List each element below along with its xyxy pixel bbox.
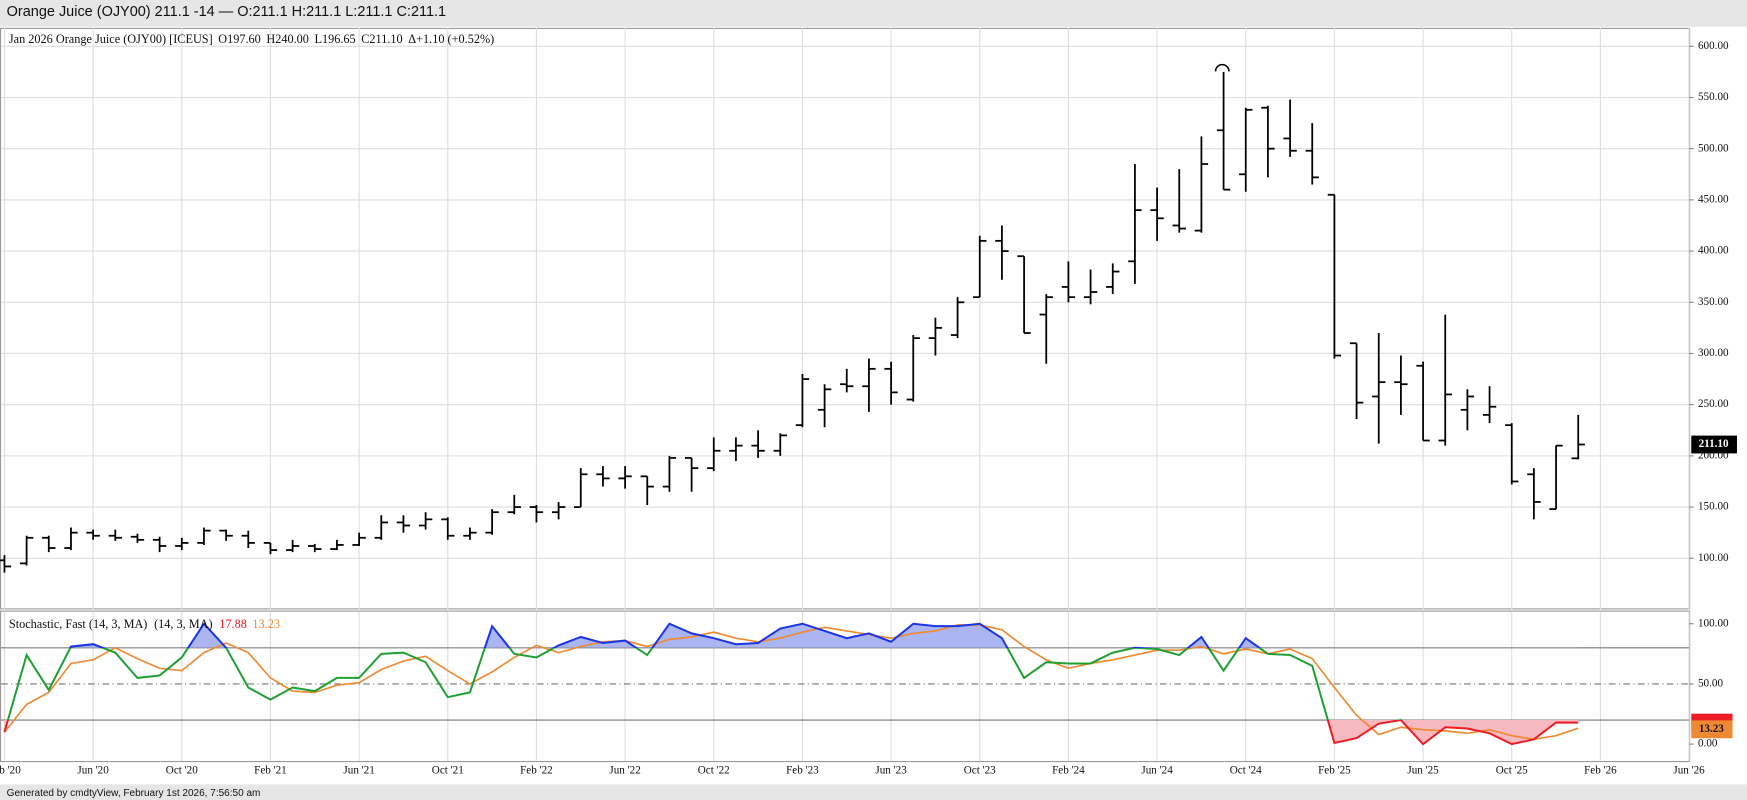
stochastic-title: Stochastic, Fast (14, 3, MA) xyxy=(9,617,147,631)
stochastic-subtitle: (14, 3, MA) xyxy=(154,617,213,631)
stochastic-d-line xyxy=(3,624,1579,741)
chart-area xyxy=(0,26,1747,785)
x-tick-label: Jun '25 xyxy=(1407,765,1439,777)
x-tick-label: Jun '24 xyxy=(1141,765,1173,777)
stochastic-legend: Stochastic, Fast (14, 3, MA) (14, 3, MA) 1… xyxy=(9,617,280,631)
x-tick-label: Oct '20 xyxy=(166,765,198,777)
x-tick-label: Oct '23 xyxy=(964,765,996,777)
y-tick-label: 600.00 xyxy=(1698,40,1729,52)
x-tick-label: Feb '22 xyxy=(520,765,553,777)
x-tick-label: Oct '22 xyxy=(698,765,730,777)
y-tick-label: 100.00 xyxy=(1698,552,1729,564)
d-tag-label: 13.23 xyxy=(1699,723,1724,735)
legend-title: Jan 2026 Orange Juice (OJY00) [ICEUS] xyxy=(9,32,213,46)
price-tag-label: 211.10 xyxy=(1699,438,1729,450)
x-tick-label: Feb '21 xyxy=(254,765,287,777)
x-tick-label: Jun '20 xyxy=(77,765,109,777)
y-tick-label: 500.00 xyxy=(1698,142,1729,154)
y-tick-label: 550.00 xyxy=(1698,91,1729,103)
x-tick-label: Oct '24 xyxy=(1230,765,1262,777)
x-tick-label: Jun '21 xyxy=(343,765,374,777)
legend-value: O197.60 xyxy=(218,32,261,46)
y-tick-label: 450.00 xyxy=(1698,193,1729,205)
legend-d-value: 13.23 xyxy=(252,617,280,631)
x-tick-label: Feb '20 xyxy=(0,765,21,777)
y-tick-label: 50.00 xyxy=(1698,677,1723,689)
y-tick-label: 350.00 xyxy=(1698,296,1729,308)
x-tick-label: Oct '21 xyxy=(432,765,464,777)
y-tick-label: 0.00 xyxy=(1698,738,1718,750)
d-tag xyxy=(1691,720,1733,739)
legend-value: H240.00 xyxy=(266,32,309,46)
x-tick-label: Oct '25 xyxy=(1496,765,1528,777)
y-tick-label: 150.00 xyxy=(1698,501,1729,513)
legend-value: C211.10 xyxy=(361,32,402,46)
y-tick-label: 200.00 xyxy=(1698,449,1729,461)
x-tick-label: Jun '22 xyxy=(609,765,640,777)
y-tick-label: 100.00 xyxy=(1698,617,1729,629)
x-tick-label: Feb '23 xyxy=(786,765,819,777)
y-tick-label: 250.00 xyxy=(1698,398,1729,410)
price-tag xyxy=(1691,435,1737,454)
marks xyxy=(0,71,1585,746)
grid xyxy=(1,27,1694,761)
legend-value: L196.65 xyxy=(315,32,356,46)
x-tick-label: Feb '24 xyxy=(1052,765,1085,777)
x-tick-label: Jun '26 xyxy=(1673,765,1705,777)
x-tick-label: Jun '23 xyxy=(875,765,907,777)
high-marker xyxy=(1214,63,1230,72)
tags: 211.10 13.23 xyxy=(1691,435,1737,739)
y-tick-label: 400.00 xyxy=(1698,245,1729,257)
legend-value: Δ+1.10 (+0.52%) xyxy=(408,32,494,46)
header-title: Orange Juice (OJY00) 211.1 -14 — O:211.1… xyxy=(7,4,446,20)
footer: Generated by cmdtyView, February 1st 202… xyxy=(7,788,261,799)
y-tick-label: 300.00 xyxy=(1698,347,1729,359)
stochastic-k-line xyxy=(3,622,1579,746)
x-tick-label: Feb '26 xyxy=(1584,765,1617,777)
legend-k-value: 17.88 xyxy=(219,617,247,631)
price-legend: Jan 2026 Orange Juice (OJY00) [ICEUS] O19… xyxy=(9,32,494,46)
x-tick-label: Feb '25 xyxy=(1318,765,1351,777)
